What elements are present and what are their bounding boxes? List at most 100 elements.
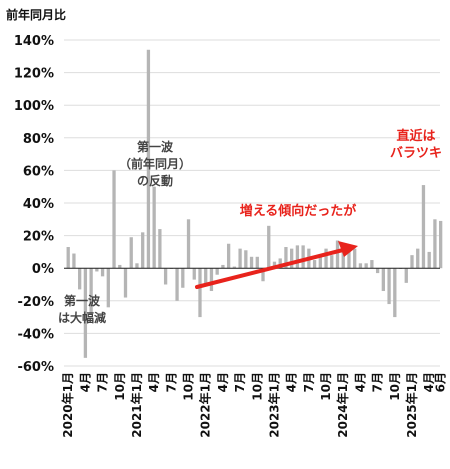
bar xyxy=(353,248,357,269)
x-tick-label: 4月 xyxy=(285,372,299,392)
x-tick-label: 7月 xyxy=(302,372,316,392)
bar xyxy=(410,255,414,269)
y-tick-label: 40% xyxy=(23,197,54,212)
bar xyxy=(221,264,225,269)
bar xyxy=(181,268,185,288)
bar xyxy=(261,268,265,282)
bar xyxy=(146,49,151,269)
x-tick-label: 2023年1月 xyxy=(266,372,281,438)
x-tick-label: 7月 xyxy=(164,372,178,392)
bar xyxy=(209,268,214,292)
annotation-trend: 増える傾向だったが xyxy=(240,203,357,219)
x-tick-label: 4月 xyxy=(147,372,161,392)
bar xyxy=(301,245,305,269)
bar xyxy=(312,260,317,269)
bar xyxy=(358,263,363,269)
bars xyxy=(66,49,443,358)
x-tick-label: 10月 xyxy=(388,372,402,401)
x-tick-label: 2021年1月 xyxy=(129,372,144,438)
annotation-line: 第一波 xyxy=(137,139,174,154)
bar xyxy=(78,268,82,290)
trend-arrow-line xyxy=(195,248,345,289)
x-tick-label: 4月 xyxy=(353,372,367,392)
bar xyxy=(387,268,391,305)
trend-arrow xyxy=(195,241,358,289)
bar xyxy=(381,268,385,292)
bar xyxy=(192,268,196,280)
x-tick-label: 2022年1月 xyxy=(198,372,213,438)
y-tick-label: -20% xyxy=(17,295,54,310)
bar xyxy=(278,258,282,269)
bar xyxy=(347,245,351,269)
bar xyxy=(129,237,133,269)
y-tick-label: 0% xyxy=(32,262,54,277)
bar xyxy=(175,268,179,301)
bar xyxy=(186,219,191,269)
annotation-line: （前年同月） xyxy=(119,156,191,171)
bar xyxy=(255,256,259,269)
bar xyxy=(427,251,431,269)
bar xyxy=(335,240,340,269)
bar xyxy=(204,268,208,285)
bar xyxy=(118,264,122,269)
bar xyxy=(393,268,397,318)
y-tick-label: 20% xyxy=(23,230,54,245)
bar xyxy=(364,263,368,269)
x-tick-label: 7月 xyxy=(371,372,385,392)
y-tick-label: -40% xyxy=(17,327,54,342)
grid-lines xyxy=(64,39,440,367)
bar xyxy=(324,248,328,269)
y-tick-label: 140% xyxy=(14,34,54,49)
x-tick-label: 4月 xyxy=(422,372,436,392)
bar xyxy=(295,245,300,269)
bar xyxy=(421,185,426,269)
y-tick-label: 100% xyxy=(14,99,54,114)
x-tick-label: 2020年1月 xyxy=(60,372,75,438)
bar xyxy=(330,255,334,269)
annotation-line: の反動 xyxy=(137,173,173,188)
bar xyxy=(238,248,242,269)
bar xyxy=(244,250,248,269)
annotation-wave1-decline: 第一波 は大幅減 xyxy=(58,293,106,325)
annotation-line: バラツキ xyxy=(390,146,442,161)
bar xyxy=(404,268,408,283)
x-tick-label: 2025年1月 xyxy=(404,372,419,438)
bar xyxy=(112,170,116,269)
y-tick-labels: 140% 120% 100% 80% 60% 40% 20% 0% -20% -40% -60% xyxy=(14,34,54,375)
bar xyxy=(198,268,202,318)
bar xyxy=(267,225,271,269)
bar xyxy=(66,247,70,269)
bar xyxy=(272,261,277,269)
bar xyxy=(141,232,145,269)
x-tick-label: 7月 xyxy=(233,372,247,392)
bar xyxy=(249,256,254,269)
bar xyxy=(232,266,237,269)
bar xyxy=(370,260,374,269)
bar xyxy=(341,248,345,269)
x-tick-label: 10月 xyxy=(250,372,264,401)
bar xyxy=(226,243,231,269)
bar xyxy=(135,263,139,269)
bar xyxy=(106,268,110,308)
x-tick-label: 7月 xyxy=(96,372,110,392)
x-tick-label: 6月 xyxy=(434,372,448,392)
annotation-line: 第一波 xyxy=(64,293,101,308)
annotation-line: 直近は xyxy=(396,128,435,144)
trend-arrow-head xyxy=(338,241,358,257)
y-tick-label: 60% xyxy=(23,164,54,179)
bar xyxy=(290,248,294,269)
x-tick-label: 4月 xyxy=(216,372,230,392)
x-tick-label: 10月 xyxy=(113,372,127,401)
bar xyxy=(100,268,105,277)
x-tick-label: 2024年1月 xyxy=(335,372,350,438)
x-tick-labels: 2020年1月 4月 7月 10月 2021年1月 4月 7月 10月 2022年1月 4月 7月 1… xyxy=(60,372,447,438)
bar xyxy=(284,247,288,269)
bar xyxy=(83,268,88,358)
bar xyxy=(433,219,437,269)
bar xyxy=(318,256,322,269)
x-tick-label: 4月 xyxy=(78,372,92,392)
bar xyxy=(72,253,76,269)
bar xyxy=(158,229,162,269)
bar xyxy=(152,186,156,269)
annotation-wave1-rebound: 第一波 （前年同月） の反動 xyxy=(119,139,191,188)
